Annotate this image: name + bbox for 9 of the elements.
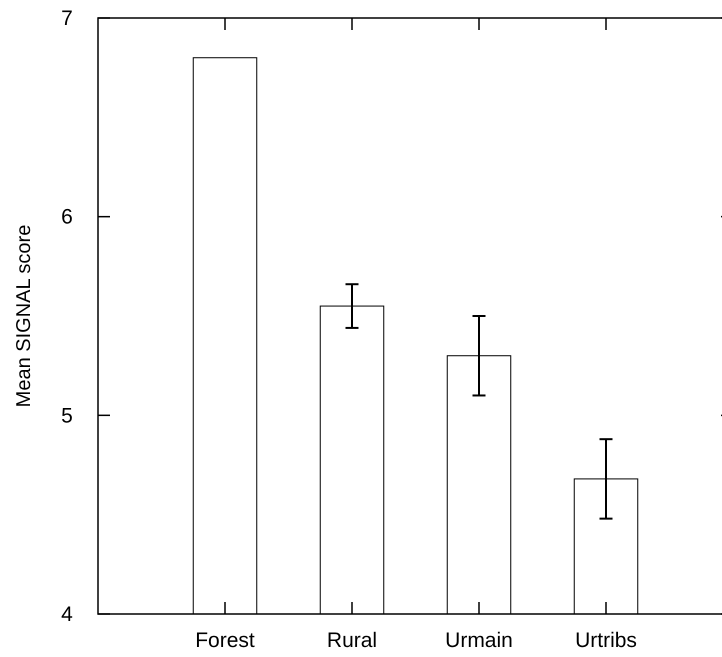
y-tick-label: 5 — [61, 404, 73, 428]
x-tick-label: Urmain — [445, 629, 513, 652]
y-tick-label: 7 — [61, 7, 73, 30]
y-tick-label: 4 — [61, 603, 74, 626]
x-tick-label: Forest — [195, 629, 255, 652]
x-tick-label: Urtribs — [575, 629, 637, 652]
y-axis-title: Mean SIGNAL score — [13, 224, 35, 408]
y-tick-label: 6 — [61, 206, 73, 229]
x-tick-label: Rural — [326, 629, 378, 652]
